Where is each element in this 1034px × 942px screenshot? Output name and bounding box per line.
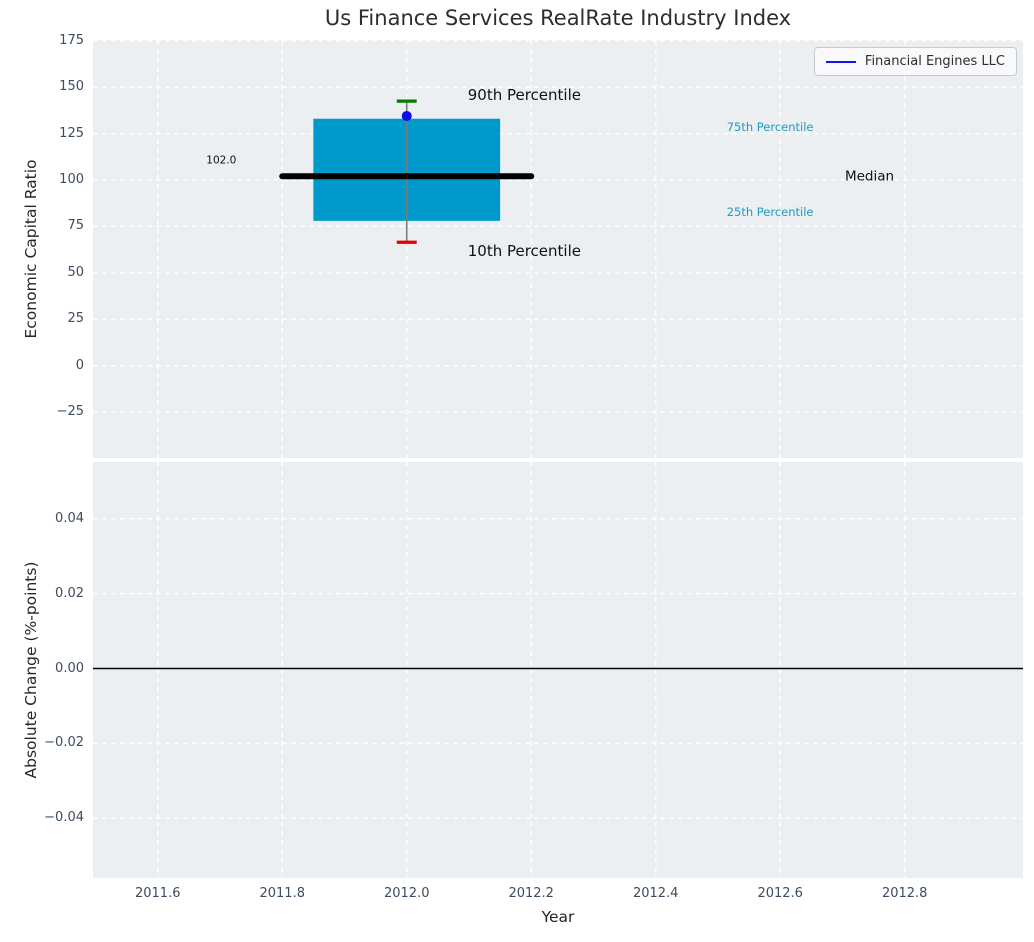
top-plot-area: 102.0 90th Percentile 10th Percentile 75th … — [93, 40, 1023, 458]
legend: Financial Engines LLC — [813, 47, 1017, 76]
y-tick-label: 0.00 — [55, 660, 84, 676]
annotation-median: Median — [845, 168, 894, 184]
y-tick-label: −25 — [56, 404, 84, 420]
annotation-25th-percentile: 25th Percentile — [727, 205, 814, 219]
y-tick-label: 0 — [75, 357, 84, 373]
y-tick-label: −0.04 — [44, 810, 84, 826]
annotation-75th-percentile: 75th Percentile — [727, 120, 814, 134]
y-tick-label: 50 — [67, 264, 84, 280]
legend-line-sample — [825, 60, 856, 63]
bottom-plot-area — [93, 462, 1023, 878]
legend-label: Financial Engines LLC — [864, 54, 1005, 69]
x-tick-label: 2012.2 — [508, 886, 554, 901]
y-tick-label: −0.02 — [44, 735, 84, 751]
annotation-10th-percentile: 10th Percentile — [468, 242, 581, 260]
x-tick-label: 2011.8 — [259, 886, 305, 901]
x-tick-label: 2012.8 — [881, 886, 928, 901]
plot-svg-1 — [93, 462, 1023, 878]
y-tick-label: 175 — [59, 32, 84, 48]
x-tick-label: 2012.0 — [383, 886, 430, 901]
y-tick-label: 25 — [67, 311, 84, 327]
x-tick-label: 2012.4 — [632, 886, 679, 901]
chart-title: Us Finance Services RealRate Industry In… — [324, 6, 792, 30]
annotation-90th-percentile: 90th Percentile — [468, 86, 581, 104]
y-tick-label: 0.02 — [55, 585, 84, 601]
x-tick-label: 2012.6 — [757, 886, 803, 901]
x-tick-label: 2011.6 — [134, 886, 181, 901]
annotation-102-0: 102.0 — [206, 155, 236, 167]
y-tick-label: 150 — [59, 79, 84, 95]
y-tick-label: 100 — [59, 172, 84, 187]
x-axis-label: Year — [541, 908, 575, 926]
y-tick-label: 125 — [59, 125, 84, 141]
y-tick-label: 75 — [67, 218, 84, 234]
y-tick-label: 0.04 — [55, 510, 84, 526]
company-point — [401, 110, 412, 121]
plot-svg-0: 102.0 90th Percentile 10th Percentile 75th … — [93, 40, 1023, 458]
